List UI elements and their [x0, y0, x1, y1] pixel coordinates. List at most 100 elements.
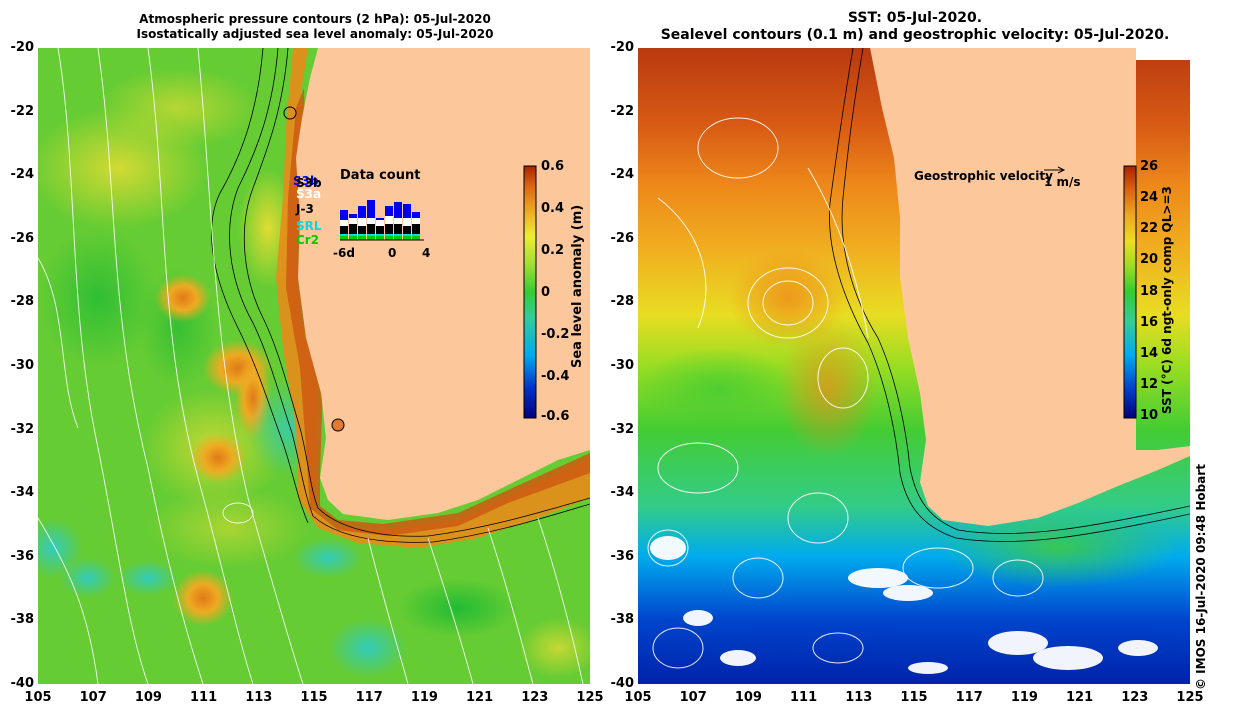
- lon-tick-label: 107: [679, 690, 707, 705]
- lon-tick-label: 115: [300, 690, 328, 705]
- lon-tick-label: 105: [24, 690, 52, 705]
- count-bar-segment: [394, 236, 402, 240]
- left-map-title-1: Atmospheric pressure contours (2 hPa): 0…: [139, 12, 491, 26]
- lon-tick-label: 107: [79, 690, 107, 705]
- legend-s3b-1: S3b: [293, 174, 319, 188]
- count-bar-segment: [367, 236, 375, 240]
- lat-tick-label: -34: [10, 485, 35, 501]
- left-map-title-2: Isostatically adjusted sea level anomaly…: [136, 27, 494, 41]
- count-bar-segment: [349, 214, 357, 218]
- lat-tick-label: -24: [10, 167, 35, 183]
- right-map: Geostrophic velocity 1 m/s: [638, 48, 1190, 684]
- count-bar-segment: [340, 210, 348, 220]
- count-bar-segment: [358, 236, 366, 240]
- right-cb-tick-6: 14: [1140, 346, 1159, 361]
- lon-tick-label: 123: [1121, 690, 1149, 705]
- count-bar-segment: [385, 236, 393, 240]
- left-cb-tick-1: 0.4: [541, 201, 565, 216]
- lon-tick-label: 109: [734, 690, 762, 705]
- lat-tick-label: -30: [10, 358, 35, 373]
- lat-tick-label: -20: [10, 40, 35, 55]
- right-cb-tick-0: 26: [1140, 159, 1159, 174]
- lon-tick-label: 115: [900, 690, 928, 705]
- lat-tick-label: -36: [610, 548, 635, 564]
- count-bar-segment: [358, 226, 366, 234]
- count-bar-segment: [412, 234, 420, 236]
- count-bar-segment: [403, 234, 411, 236]
- right-cb-label: SST (°C) 6d ngt-only comp QL>=3: [1160, 186, 1174, 414]
- hist-tick-0: 0: [388, 246, 396, 260]
- count-bar-segment: [412, 236, 420, 240]
- lon-tick-label: 121: [1066, 690, 1094, 705]
- count-bar-segment: [376, 234, 384, 236]
- count-bar-segment: [394, 202, 402, 218]
- right-cb-tick-7: 12: [1140, 377, 1159, 392]
- lat-tick-label: -24: [610, 167, 635, 183]
- left-map: S3b S3b S3a J-3 SRL Cr2 Data count -6d 0…: [38, 48, 590, 684]
- count-bar-segment: [367, 234, 375, 236]
- lon-tick-label: 125: [1176, 690, 1204, 705]
- lon-tick-label: 125: [576, 690, 604, 705]
- lat-tick-label: -30: [610, 358, 635, 373]
- left-cb-label: Sea level anomaly (m): [570, 204, 585, 368]
- data-count-inset: S3b S3b S3a J-3 SRL Cr2 Data count -6d 0…: [293, 168, 430, 260]
- lon-tick-label: 117: [955, 690, 983, 705]
- hist-tick-4: 4: [422, 246, 430, 260]
- legend-cr2: Cr2: [296, 233, 319, 247]
- count-bar-segment: [340, 220, 348, 226]
- left-cb-tick-0: 0.6: [541, 159, 565, 174]
- lat-tick-label: -40: [610, 676, 635, 691]
- count-bar-segment: [412, 212, 420, 218]
- lon-tick-label: 121: [466, 690, 494, 705]
- count-bar-segment: [367, 224, 375, 234]
- count-bar-segment: [376, 236, 384, 240]
- lon-tick-label: 111: [190, 690, 218, 705]
- count-bar-segment: [349, 234, 357, 236]
- lon-tick-label: 105: [624, 690, 652, 705]
- lat-tick-label: -28: [10, 294, 35, 310]
- count-bar-segment: [349, 218, 357, 224]
- legend-srl: SRL: [296, 219, 322, 233]
- lon-tick-label: 109: [134, 690, 162, 705]
- count-bar-segment: [385, 206, 393, 216]
- count-bar-segment: [358, 218, 366, 226]
- count-bar-segment: [394, 224, 402, 234]
- lat-tick-label: -40: [10, 676, 35, 691]
- left-cb-tick-5: -0.4: [541, 369, 570, 384]
- count-bar-segment: [349, 236, 357, 240]
- lon-tick-label: 113: [245, 690, 273, 705]
- right-cb-tick-4: 18: [1140, 284, 1159, 299]
- right-map-title-1: SST: 05-Jul-2020.: [847, 10, 983, 26]
- count-bar-segment: [412, 224, 420, 234]
- count-bar-segment: [358, 234, 366, 236]
- count-bar-segment: [394, 234, 402, 236]
- left-cb-tick-2: 0.2: [541, 243, 565, 258]
- velocity-key-label: Geostrophic velocity: [914, 169, 1053, 183]
- right-cb-tick-5: 16: [1140, 315, 1159, 330]
- count-bar-segment: [403, 236, 411, 240]
- lat-tick-label: -22: [10, 103, 35, 119]
- legend-j3: J-3: [295, 202, 314, 216]
- left-cb-tick-6: -0.6: [541, 409, 570, 424]
- count-bar-segment: [385, 234, 393, 236]
- right-map-title-2: Sealevel contours (0.1 m) and geostrophi…: [660, 27, 1170, 43]
- lon-tick-label: 113: [845, 690, 873, 705]
- lon-tick-label: 123: [521, 690, 549, 705]
- right-colorbar: [1123, 165, 1137, 419]
- lat-tick-label: -36: [10, 548, 35, 564]
- count-bar-segment: [385, 216, 393, 224]
- count-bar-segment: [367, 218, 375, 224]
- lat-tick-label: -26: [610, 230, 635, 246]
- right-cb-tick-3: 20: [1140, 252, 1159, 267]
- left-colorbar: [523, 165, 537, 419]
- right-cb-tick-8: 10: [1140, 408, 1159, 423]
- count-bar-segment: [403, 226, 411, 234]
- lat-tick-label: -32: [10, 421, 35, 437]
- lon-tick-label: 111: [790, 690, 818, 705]
- velocity-key-unit: 1 m/s: [1044, 175, 1081, 189]
- count-bar-segment: [340, 234, 348, 236]
- count-bar-segment: [340, 236, 348, 240]
- credit-text: © IMOS 16-Jul-2020 09:48 Hobart: [1194, 464, 1208, 690]
- hist-tick-minus6: -6d: [333, 246, 355, 260]
- count-bar-segment: [376, 218, 384, 220]
